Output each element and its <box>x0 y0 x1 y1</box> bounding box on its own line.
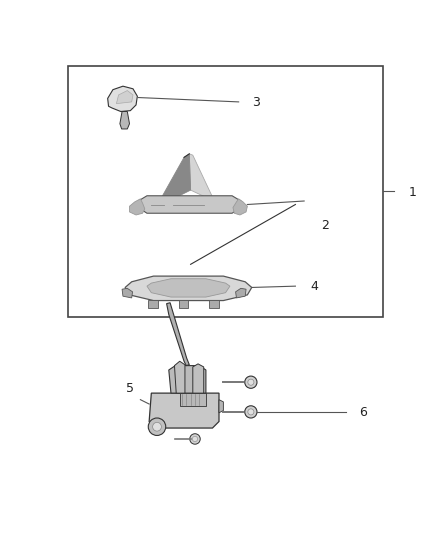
Text: 6: 6 <box>359 406 367 419</box>
Bar <box>179 300 188 308</box>
Circle shape <box>248 379 254 385</box>
Polygon shape <box>149 393 219 428</box>
Circle shape <box>192 437 198 441</box>
Polygon shape <box>169 366 206 393</box>
Polygon shape <box>130 199 145 215</box>
Polygon shape <box>138 196 241 213</box>
Text: 5: 5 <box>126 382 134 395</box>
Polygon shape <box>147 279 230 297</box>
Text: 4: 4 <box>311 280 318 293</box>
Polygon shape <box>236 288 246 298</box>
Polygon shape <box>174 361 185 393</box>
Bar <box>68 66 383 317</box>
Circle shape <box>248 409 254 415</box>
Text: 1: 1 <box>409 186 417 199</box>
Text: 3: 3 <box>252 96 260 109</box>
Polygon shape <box>125 276 252 301</box>
Text: 2: 2 <box>321 219 329 231</box>
Circle shape <box>190 434 200 444</box>
Polygon shape <box>120 111 130 129</box>
Polygon shape <box>166 303 189 366</box>
Polygon shape <box>193 364 204 393</box>
Polygon shape <box>219 400 223 413</box>
Circle shape <box>148 418 166 435</box>
Polygon shape <box>160 154 191 203</box>
Bar <box>148 300 158 308</box>
Circle shape <box>245 376 257 389</box>
Bar <box>209 300 219 308</box>
Polygon shape <box>233 199 247 215</box>
Polygon shape <box>180 393 206 406</box>
Polygon shape <box>189 154 221 206</box>
Circle shape <box>152 422 161 431</box>
Polygon shape <box>122 288 133 298</box>
Polygon shape <box>117 91 133 103</box>
Circle shape <box>245 406 257 418</box>
Polygon shape <box>108 86 138 111</box>
